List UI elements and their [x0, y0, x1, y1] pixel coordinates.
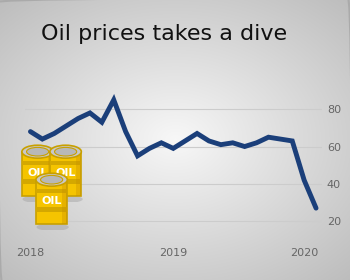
Polygon shape [36, 207, 67, 212]
Ellipse shape [50, 145, 81, 158]
Polygon shape [62, 180, 67, 224]
Ellipse shape [27, 147, 49, 156]
Ellipse shape [55, 147, 77, 156]
Ellipse shape [22, 145, 53, 158]
Polygon shape [22, 152, 53, 196]
Polygon shape [22, 179, 53, 184]
Polygon shape [36, 180, 67, 224]
Polygon shape [50, 179, 81, 184]
Ellipse shape [36, 173, 67, 186]
Ellipse shape [22, 195, 55, 203]
Ellipse shape [36, 223, 69, 231]
Ellipse shape [50, 195, 83, 203]
Polygon shape [50, 161, 81, 165]
Polygon shape [22, 161, 53, 165]
Text: Oil prices takes a dive: Oil prices takes a dive [41, 24, 288, 44]
Text: OIL: OIL [41, 196, 62, 206]
Polygon shape [50, 152, 81, 196]
Ellipse shape [41, 175, 63, 184]
Polygon shape [36, 189, 67, 193]
Polygon shape [76, 152, 81, 196]
Text: OIL: OIL [27, 168, 48, 178]
Text: OIL: OIL [55, 168, 76, 178]
Polygon shape [48, 152, 53, 196]
